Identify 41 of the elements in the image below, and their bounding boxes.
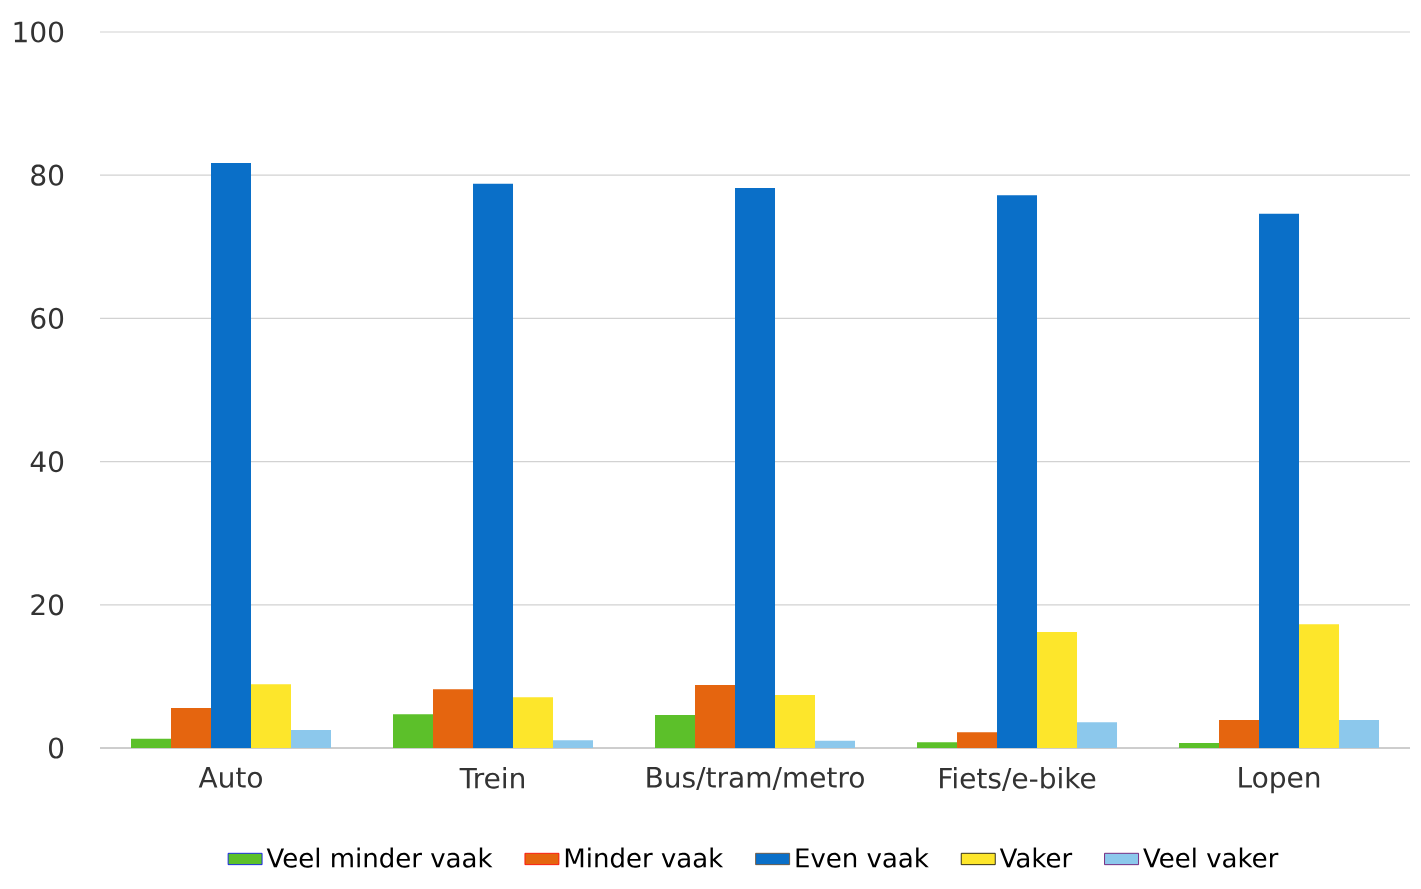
bar — [473, 183, 514, 748]
bar — [1219, 720, 1260, 748]
bar — [513, 697, 554, 748]
bar — [251, 684, 291, 748]
legend-label: Even vaak — [796, 847, 929, 868]
x-tick-label: Auto — [198, 767, 262, 788]
bar — [997, 195, 1038, 748]
bar — [815, 740, 856, 748]
bar — [655, 715, 696, 748]
bar — [1259, 213, 1300, 748]
bar — [211, 163, 251, 748]
y-tick-label: 60 — [31, 307, 64, 329]
bar — [735, 188, 776, 748]
bar — [1077, 722, 1118, 748]
bar — [695, 684, 736, 748]
bar — [917, 742, 958, 748]
bar — [1299, 624, 1340, 748]
legend-label: Veel vaker — [1143, 847, 1279, 868]
y-tick-label: 40 — [30, 451, 64, 473]
y-tick-label: 20 — [31, 594, 64, 616]
legend-label: Vaker — [999, 847, 1073, 868]
bar — [1179, 742, 1220, 748]
y-tick-label: 0 — [48, 737, 64, 759]
x-tick-label: Lopen — [1239, 767, 1320, 794]
x-tick-label: Trein — [459, 767, 524, 789]
bar — [393, 714, 433, 748]
legend-label: Minder vaak — [565, 847, 724, 868]
x-tick-label: Fiets/e-bike — [940, 767, 1096, 791]
bar — [171, 707, 211, 748]
bar — [1037, 632, 1078, 748]
bar — [553, 740, 594, 748]
y-tick-label: 100 — [14, 21, 64, 43]
legend-label: Veel minder vaak — [266, 847, 493, 868]
y-tick-label: 80 — [31, 164, 64, 186]
bar — [291, 730, 331, 748]
x-tick-label: Bus/tram/metro — [647, 767, 864, 791]
bar — [433, 689, 474, 748]
bar — [775, 695, 816, 748]
bar — [1339, 720, 1380, 748]
bar — [131, 738, 171, 748]
bar — [957, 732, 998, 748]
